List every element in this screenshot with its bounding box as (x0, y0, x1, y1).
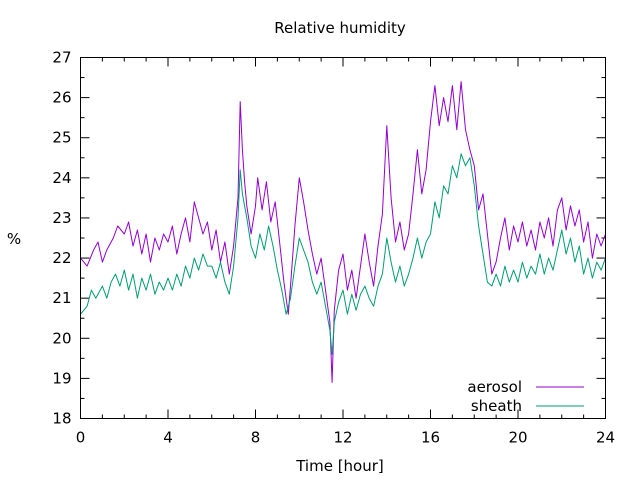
x-axis-label: Time [hour] (295, 457, 384, 475)
chart-title: Relative humidity (274, 19, 406, 37)
x-tick-label-3: 12 (333, 429, 352, 447)
plot-frame (81, 58, 606, 419)
x-tick-label-0: 0 (76, 429, 86, 447)
axis-ticks: 18 19 20 21 22 23 24 25 26 27 0 4 8 12 16 20 24 (52, 49, 615, 447)
legend-label-sheath: sheath (471, 397, 522, 415)
y-tick-label-7: 25 (52, 129, 71, 147)
legend-label-aerosol: aerosol (467, 378, 522, 396)
x-tick-label-5: 20 (508, 429, 527, 447)
x-tick-label-6: 24 (596, 429, 615, 447)
y-tick-label-5: 23 (52, 209, 71, 227)
y-axis-label: % (7, 230, 21, 248)
data-series (81, 82, 606, 383)
y-tick-label-8: 26 (52, 89, 71, 107)
y-tick-label-9: 27 (52, 49, 71, 67)
series-line-aerosol (81, 82, 606, 383)
y-tick-label-4: 22 (52, 249, 71, 267)
line-chart: Relative humidity % Time [hour] 18 19 20 21… (0, 0, 640, 480)
y-tick-label-2: 20 (52, 329, 71, 347)
y-tick-label-6: 24 (52, 169, 71, 187)
y-tick-label-1: 19 (52, 369, 71, 387)
x-tick-label-1: 4 (163, 429, 173, 447)
x-tick-label-4: 16 (421, 429, 440, 447)
y-tick-label-3: 21 (52, 289, 71, 307)
y-tick-label-0: 18 (52, 410, 71, 428)
x-tick-label-2: 8 (251, 429, 261, 447)
